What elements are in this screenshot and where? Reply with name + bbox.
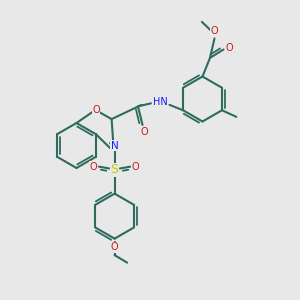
Text: HN: HN [152,97,167,107]
Text: N: N [111,141,119,151]
Text: O: O [90,162,98,172]
Text: O: O [132,162,140,172]
Text: O: O [225,43,233,53]
Text: O: O [111,242,119,252]
Text: S: S [111,163,119,176]
Text: O: O [92,105,100,115]
Text: O: O [210,26,218,36]
Text: O: O [140,127,148,136]
